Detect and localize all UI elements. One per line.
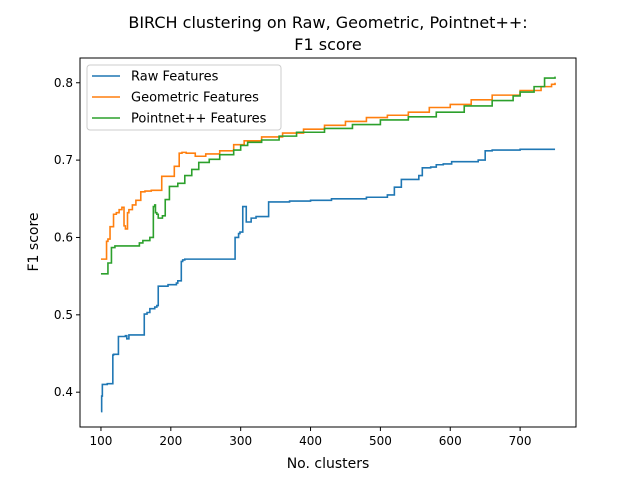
y-axis-label: F1 score [26, 212, 42, 271]
legend-label-2: Geometric Features [131, 91, 259, 106]
legend-box [86, 64, 282, 131]
x-tick-label: 200 [159, 434, 182, 448]
chart-title-line-1: BIRCH clustering on Raw, Geometric, Poin… [128, 13, 527, 32]
plot-area: 100 200 300 400 500 600 700 0.4 0.5 0.6 0.7 0.8 [54, 57, 577, 448]
legend: Raw Features Geometric Features Pointnet++… [86, 64, 282, 131]
y-tick-label: 0.8 [54, 76, 73, 90]
y-tick-label: 0.4 [54, 385, 73, 399]
y-tick-label: 0.6 [54, 230, 73, 244]
x-axis-ticks: 100 200 300 400 500 600 700 [90, 427, 532, 448]
legend-label-1: Raw Features [131, 70, 219, 85]
plot-frame [79, 57, 577, 428]
chart-title-line-2: F1 score [294, 35, 361, 54]
x-tick-label: 500 [369, 434, 392, 448]
series-line-3 [100, 76, 556, 275]
series-layer [100, 76, 556, 413]
y-tick-label: 0.7 [54, 153, 73, 167]
x-tick-label: 600 [439, 434, 462, 448]
series-line-2 [100, 82, 556, 260]
x-tick-label: 700 [509, 434, 532, 448]
y-axis-ticks: 0.4 0.5 0.6 0.7 0.8 [54, 76, 80, 399]
y-tick-label: 0.5 [54, 308, 73, 322]
x-tick-label: 100 [90, 434, 113, 448]
x-tick-label: 400 [299, 434, 322, 448]
legend-label-3: Pointnet++ Features [131, 112, 267, 127]
x-axis-label: No. clusters [287, 456, 370, 472]
series-line-1 [100, 148, 556, 413]
x-tick-label: 300 [229, 434, 252, 448]
